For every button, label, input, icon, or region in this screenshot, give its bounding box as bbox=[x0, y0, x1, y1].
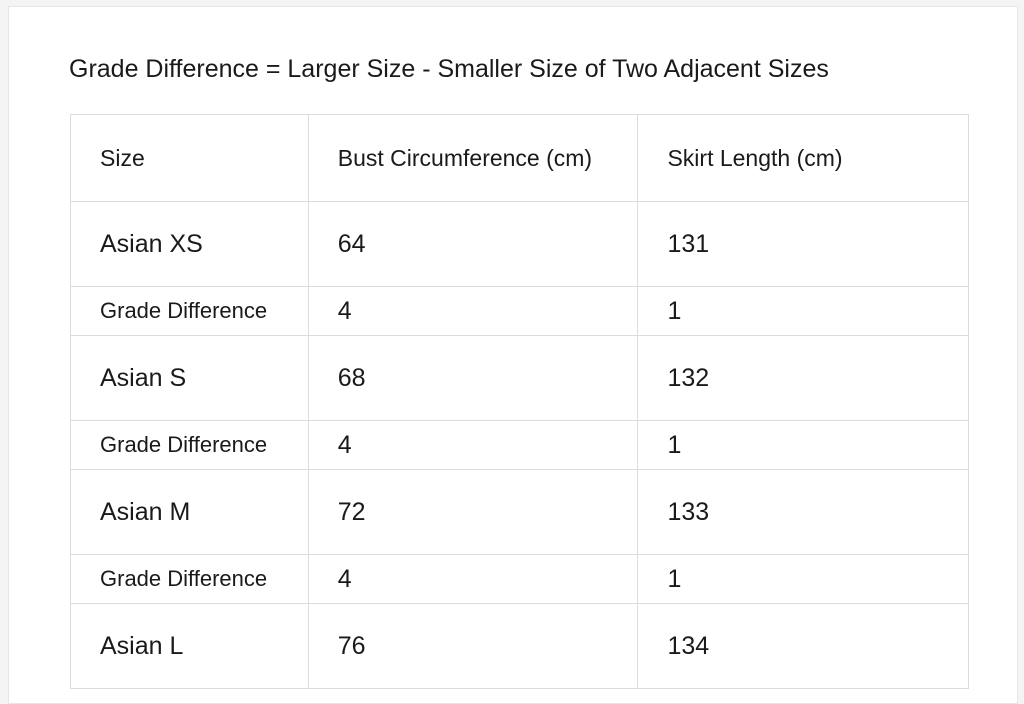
table-cell: Grade Difference bbox=[70, 554, 309, 604]
table-cell: 72 bbox=[307, 469, 639, 555]
table-cell: Asian XS bbox=[70, 201, 309, 287]
column-header: Size bbox=[70, 114, 309, 202]
column-header: Bust Circumference (cm) bbox=[307, 114, 639, 202]
table-row: Asian XS 64 131 bbox=[70, 201, 969, 287]
table-cell: 134 bbox=[637, 603, 969, 689]
table-cell: Grade Difference bbox=[70, 286, 309, 336]
table-cell: Asian L bbox=[70, 603, 309, 689]
table-cell: 64 bbox=[307, 201, 639, 287]
table-cell: 76 bbox=[307, 603, 639, 689]
table-cell: 1 bbox=[637, 420, 969, 470]
table-cell: Asian M bbox=[70, 469, 309, 555]
table-cell: 68 bbox=[307, 335, 639, 421]
table-cell: 1 bbox=[637, 286, 969, 336]
table-row: Asian S 68 132 bbox=[70, 335, 969, 421]
header-row: Size Bust Circumference (cm) Skirt Length … bbox=[70, 114, 969, 202]
table-cell: 133 bbox=[637, 469, 969, 555]
table-row: Grade Difference 4 1 bbox=[70, 420, 969, 470]
table-row: Grade Difference 4 1 bbox=[70, 286, 969, 336]
table-cell: Grade Difference bbox=[70, 420, 309, 470]
table-cell: 4 bbox=[307, 420, 639, 470]
size-table: Size Bust Circumference (cm) Skirt Length … bbox=[70, 114, 969, 689]
table-row: Asian M 72 133 bbox=[70, 469, 969, 555]
table-cell: 131 bbox=[637, 201, 969, 287]
table-cell: Asian S bbox=[70, 335, 309, 421]
table-cell: 4 bbox=[307, 554, 639, 604]
table-cell: 4 bbox=[307, 286, 639, 336]
column-header: Skirt Length (cm) bbox=[637, 114, 969, 202]
table-row: Asian L 76 134 bbox=[70, 603, 969, 689]
card: Grade Difference = Larger Size - Smaller… bbox=[8, 6, 1018, 704]
table-row: Grade Difference 4 1 bbox=[70, 554, 969, 604]
title: Grade Difference = Larger Size - Smaller… bbox=[69, 55, 829, 83]
table-cell: 132 bbox=[637, 335, 969, 421]
table-cell: 1 bbox=[637, 554, 969, 604]
